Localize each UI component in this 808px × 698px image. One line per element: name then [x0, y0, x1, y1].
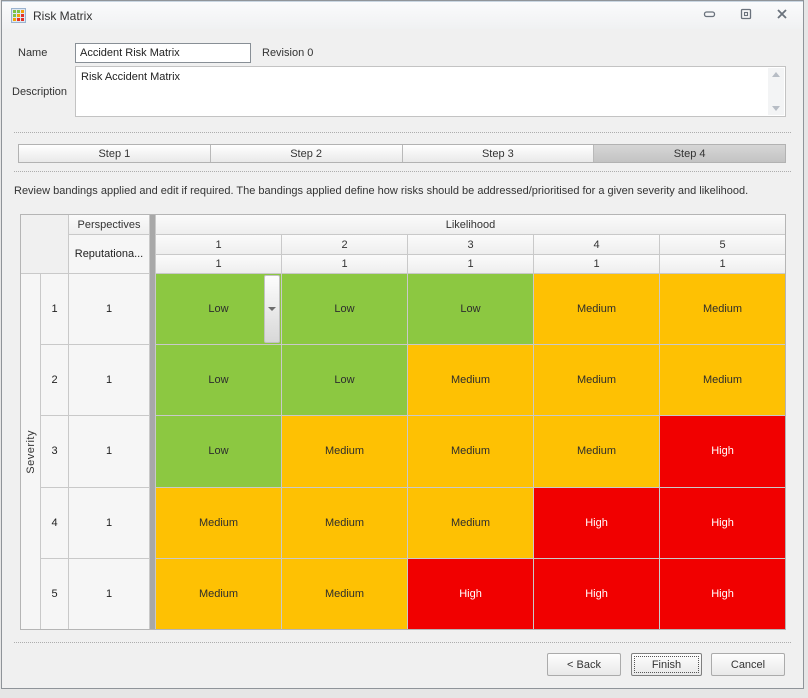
risk-matrix-icon-cell	[13, 10, 16, 13]
likelihood-value-header: 3	[408, 235, 533, 254]
perspective-weight-cell: 1	[69, 345, 149, 416]
likelihood-value-header: 1	[156, 235, 281, 254]
likelihood-weight-cell: 1	[660, 255, 785, 273]
banding-cell[interactable]: Medium	[282, 487, 407, 558]
banding-cell[interactable]: Medium	[282, 558, 407, 629]
wizard-steps: Step 1 Step 2 Step 3 Step 4	[18, 144, 786, 163]
severity-value-cell: 5	[41, 558, 68, 629]
minimize-icon	[703, 9, 717, 22]
perspective-weight-cell: 1	[69, 558, 149, 629]
banding-cell[interactable]: Low	[156, 274, 281, 345]
separator	[14, 132, 791, 133]
scroll-down-icon[interactable]	[772, 106, 780, 111]
banding-cell[interactable]: Medium	[156, 487, 281, 558]
instruction-text: Review bandings applied and edit if requ…	[14, 185, 749, 197]
close-button[interactable]	[771, 6, 793, 26]
close-icon	[776, 8, 788, 23]
likelihood-weight-cell: 1	[534, 255, 659, 273]
revision-label: Revision 0	[262, 47, 314, 59]
risk-matrix-icon-cell	[21, 18, 24, 21]
finish-button[interactable]: Finish	[631, 653, 702, 676]
perspective-weight-cell: 1	[69, 274, 149, 345]
tab-step-4[interactable]: Step 4	[594, 145, 785, 162]
risk-matrix-icon-cell	[21, 14, 24, 17]
risk-matrix-grid: Perspectives Reputationa... Likelihood S…	[20, 214, 786, 630]
description-label: Description	[12, 86, 68, 98]
severity-header: Severity	[21, 274, 40, 629]
banding-cell[interactable]: Low	[408, 274, 533, 345]
likelihood-value-header: 2	[282, 235, 407, 254]
risk-matrix-icon-cell	[17, 10, 20, 13]
banding-cell[interactable]: High	[660, 416, 785, 487]
cancel-button[interactable]: Cancel	[711, 653, 785, 676]
likelihood-weight-cell: 1	[282, 255, 407, 273]
likelihood-value-header: 5	[660, 235, 785, 254]
perspective-weight-cell: 1	[69, 487, 149, 558]
risk-matrix-icon-cell	[17, 14, 20, 17]
description-value: Risk Accident Matrix	[81, 71, 181, 83]
scroll-up-icon[interactable]	[772, 72, 780, 77]
restore-button[interactable]	[735, 6, 757, 26]
risk-matrix-icon-cell	[21, 10, 24, 13]
banding-cell[interactable]: Medium	[156, 558, 281, 629]
chevron-down-icon	[268, 307, 276, 312]
banding-cell[interactable]: Medium	[408, 416, 533, 487]
risk-matrix-icon-cell	[17, 18, 20, 21]
window-title: Risk Matrix	[33, 8, 93, 23]
name-input[interactable]	[75, 43, 251, 63]
tab-step-2[interactable]: Step 2	[210, 145, 403, 162]
banding-cell[interactable]: Medium	[534, 416, 659, 487]
likelihood-weight-cell: 1	[408, 255, 533, 273]
banding-cell[interactable]: Medium	[408, 345, 533, 416]
banding-cell[interactable]: Medium	[660, 274, 785, 345]
banding-cell[interactable]: Low	[156, 345, 281, 416]
minimize-button[interactable]	[699, 6, 721, 26]
banding-cell[interactable]: Medium	[282, 416, 407, 487]
banding-cell[interactable]: High	[660, 487, 785, 558]
title-bar: Risk Matrix	[2, 1, 803, 29]
banding-cell[interactable]: Low	[282, 274, 407, 345]
risk-matrix-icon-cell	[13, 18, 16, 21]
perspective-weight-cell: 1	[69, 416, 149, 487]
tab-step-1[interactable]: Step 1	[19, 145, 211, 162]
banding-cell[interactable]: High	[660, 558, 785, 629]
perspectives-header: Perspectives	[69, 215, 149, 234]
banding-cell[interactable]: High	[408, 558, 533, 629]
banding-cell[interactable]: Medium	[660, 345, 785, 416]
banding-cell[interactable]: Medium	[534, 345, 659, 416]
banding-cell[interactable]: High	[534, 487, 659, 558]
likelihood-header: Likelihood	[156, 215, 785, 234]
matrix-corner-cell	[21, 215, 68, 273]
description-scrollbar[interactable]	[768, 68, 784, 115]
severity-value-cell: 1	[41, 274, 68, 345]
separator	[14, 642, 791, 643]
column-divider	[150, 215, 155, 629]
banding-dropdown-button[interactable]	[264, 275, 280, 344]
banding-cell[interactable]: High	[534, 558, 659, 629]
description-field[interactable]: Risk Accident Matrix	[75, 66, 786, 117]
back-button[interactable]: < Back	[547, 653, 621, 676]
severity-value-cell: 2	[41, 345, 68, 416]
separator	[14, 171, 791, 172]
tab-step-3[interactable]: Step 3	[402, 145, 595, 162]
banding-cell[interactable]: Medium	[408, 487, 533, 558]
banding-cell[interactable]: Low	[156, 416, 281, 487]
restore-icon	[740, 8, 752, 23]
name-label: Name	[18, 47, 48, 59]
risk-matrix-icon-cell	[13, 14, 16, 17]
banding-cell[interactable]: Medium	[534, 274, 659, 345]
perspective-name-cell: Reputationa...	[69, 235, 149, 273]
severity-value-cell: 4	[41, 487, 68, 558]
likelihood-weight-cell: 1	[156, 255, 281, 273]
likelihood-value-header: 4	[534, 235, 659, 254]
risk-matrix-icon	[11, 8, 26, 23]
severity-value-cell: 3	[41, 416, 68, 487]
banding-cell[interactable]: Low	[282, 345, 407, 416]
